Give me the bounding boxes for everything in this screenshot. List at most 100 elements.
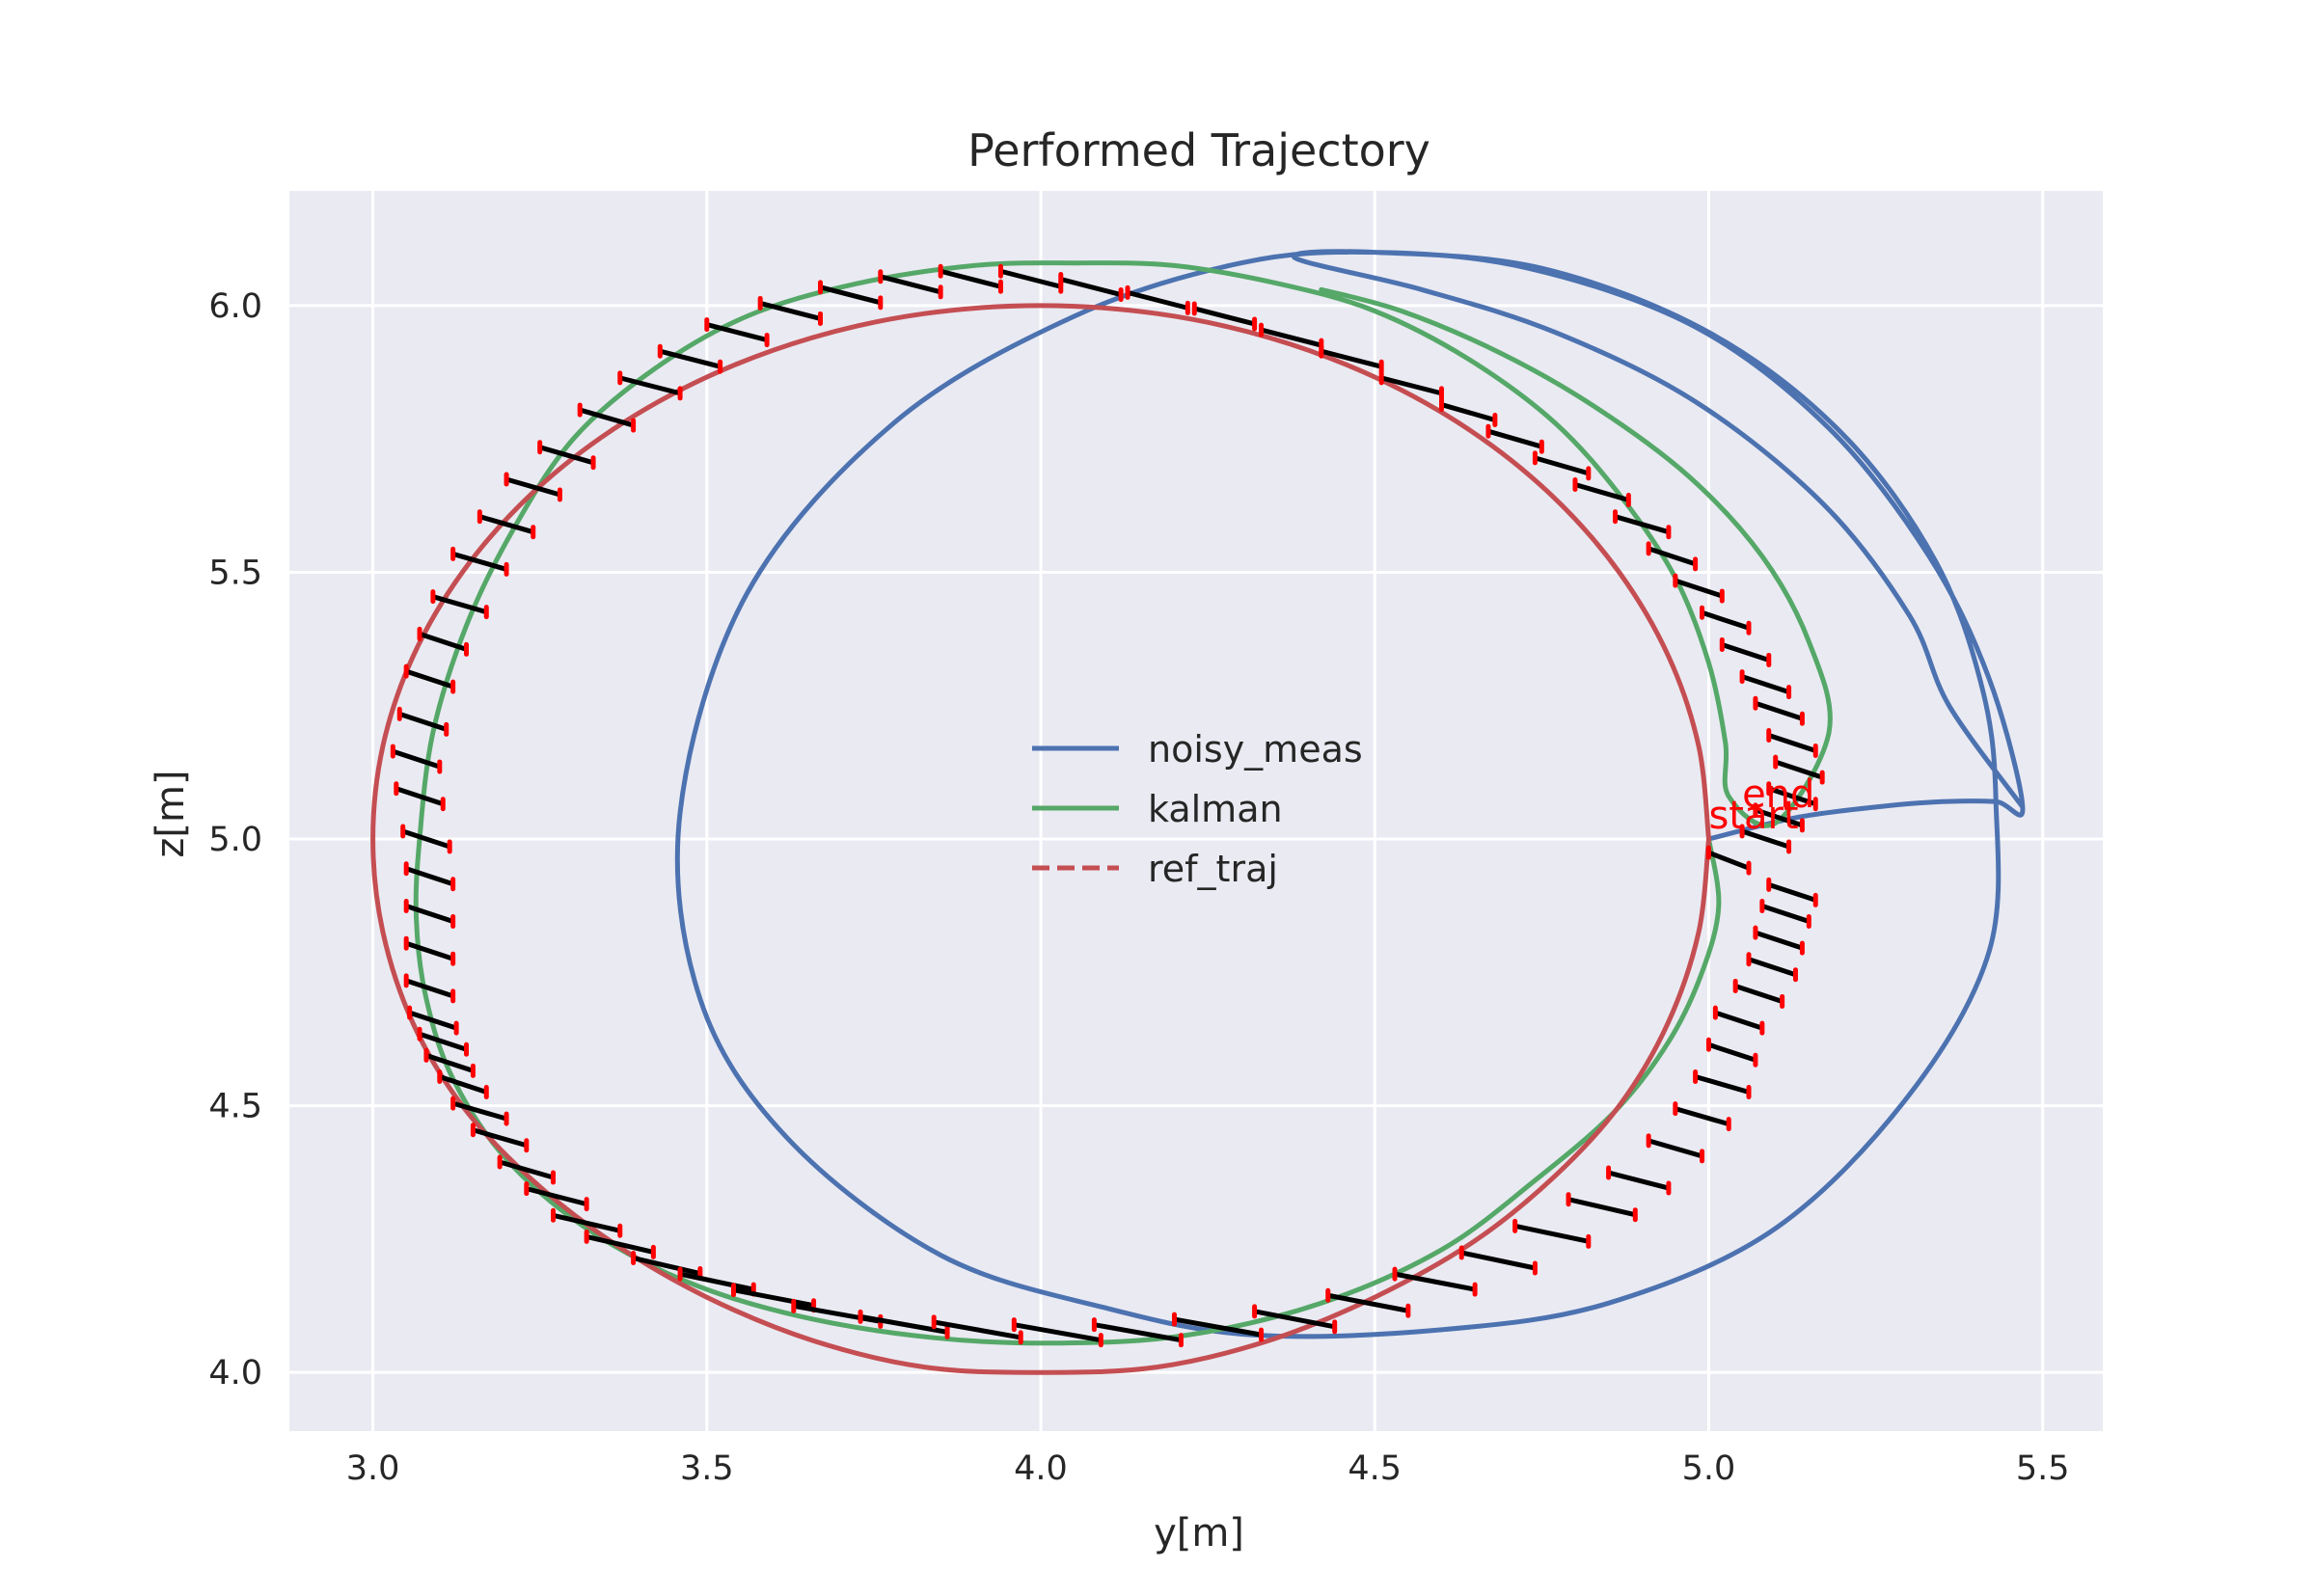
orientation-bar [1567,1197,1636,1218]
orientation-bar [392,748,441,770]
orientation-bar [405,904,454,924]
orientation-bar [401,828,450,850]
series-layer [370,249,2026,1375]
orientation-bar [679,1271,754,1292]
orientation-bar [552,1212,621,1233]
orientation-bar [940,268,1002,289]
orientation-bar [1707,850,1750,871]
orientation-bar [1514,1223,1590,1244]
orientation-bar [451,1100,507,1122]
orientation-bar [408,1010,457,1031]
orientation-bar [759,301,822,321]
orientation-bar [1648,1138,1703,1159]
legend: noisy_meas kalman ref_traj [1032,728,1363,890]
orientation-bar [1755,807,1804,828]
x-axis-label: y[m] [1154,1511,1244,1555]
orientation-bar [1013,1322,1102,1343]
orientation-bar [706,322,768,342]
orientation-bar [395,786,445,807]
x-tick-label: 3.5 [680,1449,734,1488]
orientation-bar [733,1287,815,1309]
orientation-bar [405,940,454,961]
orientation-bar [425,1052,475,1073]
y-tick-label: 5.5 [208,554,262,592]
x-tick-label: 4.5 [1348,1449,1402,1488]
orientation-bar [1534,455,1590,476]
orientation-bar [1701,609,1750,631]
orientation-bar [1380,375,1443,396]
orientation-bar [633,1256,701,1276]
x-tick-label: 4.0 [1014,1449,1068,1488]
annotation-start: start [1708,794,1798,838]
orientation-bar [1254,1309,1336,1330]
orientation-bar [419,632,468,652]
orientation-bar [1755,700,1804,721]
orientation-bar [1487,428,1543,449]
y-tick-label: 4.0 [208,1354,262,1393]
orientation-bar [1394,1271,1476,1292]
orientation-bar [1741,828,1790,850]
orientation-bar [1767,786,1817,807]
orientation-bar [538,445,594,466]
orientation-bar [419,1031,468,1052]
orientation-bar [478,514,534,535]
chart-title: Performed Trajectory [967,124,1430,176]
orientation-bar [526,1186,587,1207]
orientation-bar [1127,289,1188,311]
orientation-bar [1774,759,1823,780]
legend-label-noisy_meas: noisy_meas [1148,728,1363,771]
orientation-bar [1748,957,1797,978]
orientation-bar [499,1159,555,1180]
y-axis-label: z[m] [149,770,193,857]
orientation-bar [405,866,454,887]
x-tick-label: 5.0 [1682,1449,1736,1488]
legend-label-kalman: kalman [1148,788,1283,830]
orientation-bar [1321,348,1382,369]
y-tick-label: 5.0 [208,821,262,859]
orientation-bar [579,407,635,428]
orientation-bar [1607,1170,1670,1191]
orientation-bar [1327,1292,1409,1313]
orientation-bar [1741,674,1790,695]
orientation-bar [1734,984,1784,1004]
orientation-bar [451,552,507,572]
orientation-bar [1174,1316,1262,1338]
orientation-bar [933,1319,1021,1340]
orientation-bar [1060,277,1122,297]
orientation-bar [1193,306,1256,327]
orientation-bar [1694,1074,1750,1095]
orientation-bar [1755,930,1804,951]
orientation-bar [505,476,561,498]
y-tick-label: 4.5 [208,1088,262,1126]
orientation-bar [405,978,454,999]
orientation-bar [1440,402,1496,422]
annotation-end: end [1742,772,1814,817]
orientation-bar [859,1313,948,1335]
x-tick-label: 3.0 [346,1449,400,1488]
orientation-bar [659,348,722,369]
x-tick-label: 5.5 [2016,1449,2070,1488]
orientation-bar [1675,578,1724,599]
orientation-bar [398,711,448,732]
orientation-bar [586,1233,654,1255]
orientation-bar [1767,881,1817,903]
orientation-bar [1574,482,1630,502]
orientation-bar [1460,1250,1536,1271]
orientation-bar [1093,1322,1182,1343]
series-line-ref_traj [370,303,1711,1375]
y-tick-label: 6.0 [208,287,262,326]
orientation-bar [1260,327,1322,348]
orientation-bar [1675,1106,1729,1127]
orientation-bar [619,375,681,396]
orientation-bar [405,668,454,690]
orientation-bar [1761,904,1811,924]
orientation-bar [1707,1041,1757,1063]
legend-label-ref_traj: ref_traj [1148,848,1278,890]
orientation-bar [472,1127,528,1149]
orientation-bars [390,263,1825,1348]
orientation-bar [880,274,941,295]
orientation-bar [1648,546,1697,567]
